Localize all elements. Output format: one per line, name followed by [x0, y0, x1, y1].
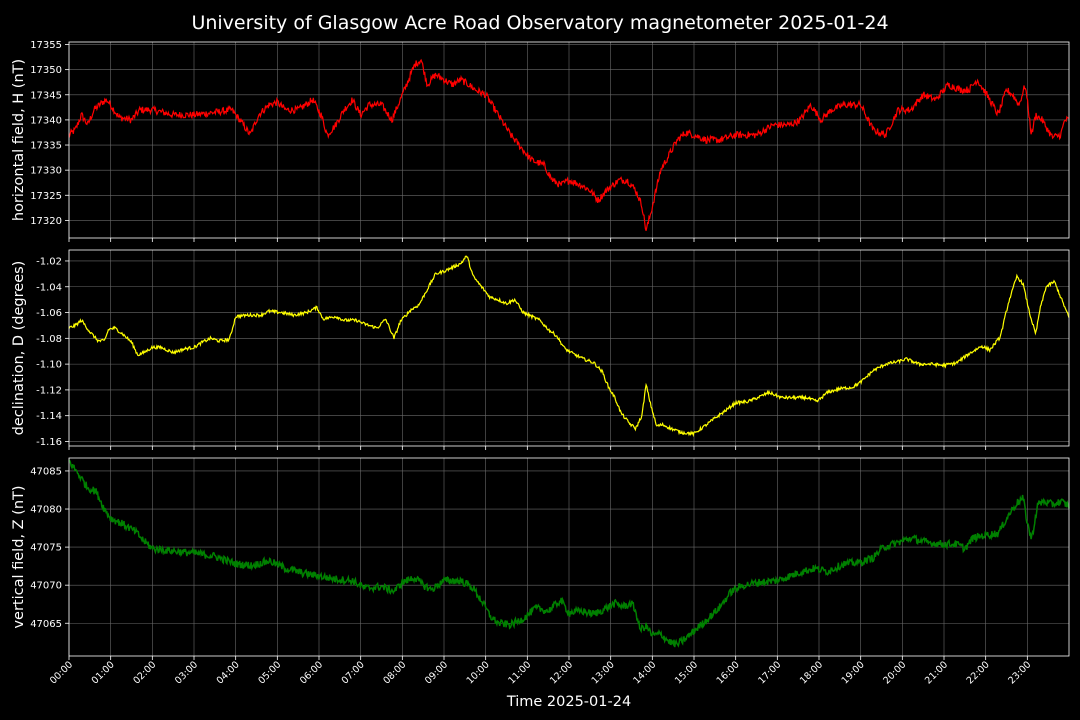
- y-tick-label: 47085: [30, 466, 62, 477]
- y-tick-label: -1.04: [36, 282, 62, 293]
- y-tick-label: -1.08: [36, 334, 62, 345]
- series-line: [68, 255, 1070, 438]
- series-line: [68, 459, 1070, 648]
- panel-frame: [68, 41, 1070, 239]
- y-tick-label: 17355: [30, 40, 62, 51]
- y-tick-label: 17320: [30, 216, 62, 227]
- y-tick-label: -1.10: [36, 360, 62, 371]
- y-tick-label: 17340: [30, 115, 62, 126]
- y-axis-label: horizontal field, H (nT): [11, 59, 27, 221]
- y-axis-label: declination, D (degrees): [11, 261, 27, 436]
- panel-horizontal-field: 17320 17325 17330 17335 17340 17345 17350 17355…: [11, 40, 1070, 242]
- y-tick-label: -1.06: [36, 308, 62, 319]
- chart-title: University of Glasgow Acre Road Observat…: [191, 12, 888, 34]
- y-tick-label: 17335: [30, 141, 62, 152]
- panel-declination: -1.16 -1.14 -1.12 -1.10 -1.08 -1.06 -1.04 -1.02…: [11, 249, 1070, 450]
- x-axis-label: Time 2025-01-24: [506, 694, 631, 710]
- y-tick-label: 47065: [30, 619, 62, 630]
- y-tick-label: 17345: [30, 90, 62, 101]
- panel-frame: [68, 457, 1070, 657]
- y-tick-label: -1.02: [36, 256, 62, 267]
- y-axis-label: vertical field, Z (nT): [11, 485, 27, 628]
- y-tick-label: -1.14: [36, 411, 62, 422]
- y-tick-label: -1.16: [36, 437, 62, 448]
- y-tick-label: 17325: [30, 191, 62, 202]
- y-tick-label: 17350: [30, 65, 62, 76]
- y-tick-label: -1.12: [36, 385, 62, 396]
- y-tick-label: 47070: [30, 581, 62, 592]
- y-tick-label: 47075: [30, 543, 62, 554]
- panel-frame: [68, 249, 1070, 447]
- y-tick-label: 47080: [30, 505, 62, 516]
- y-tick-label: 17330: [30, 166, 62, 177]
- series-line: [68, 58, 1069, 231]
